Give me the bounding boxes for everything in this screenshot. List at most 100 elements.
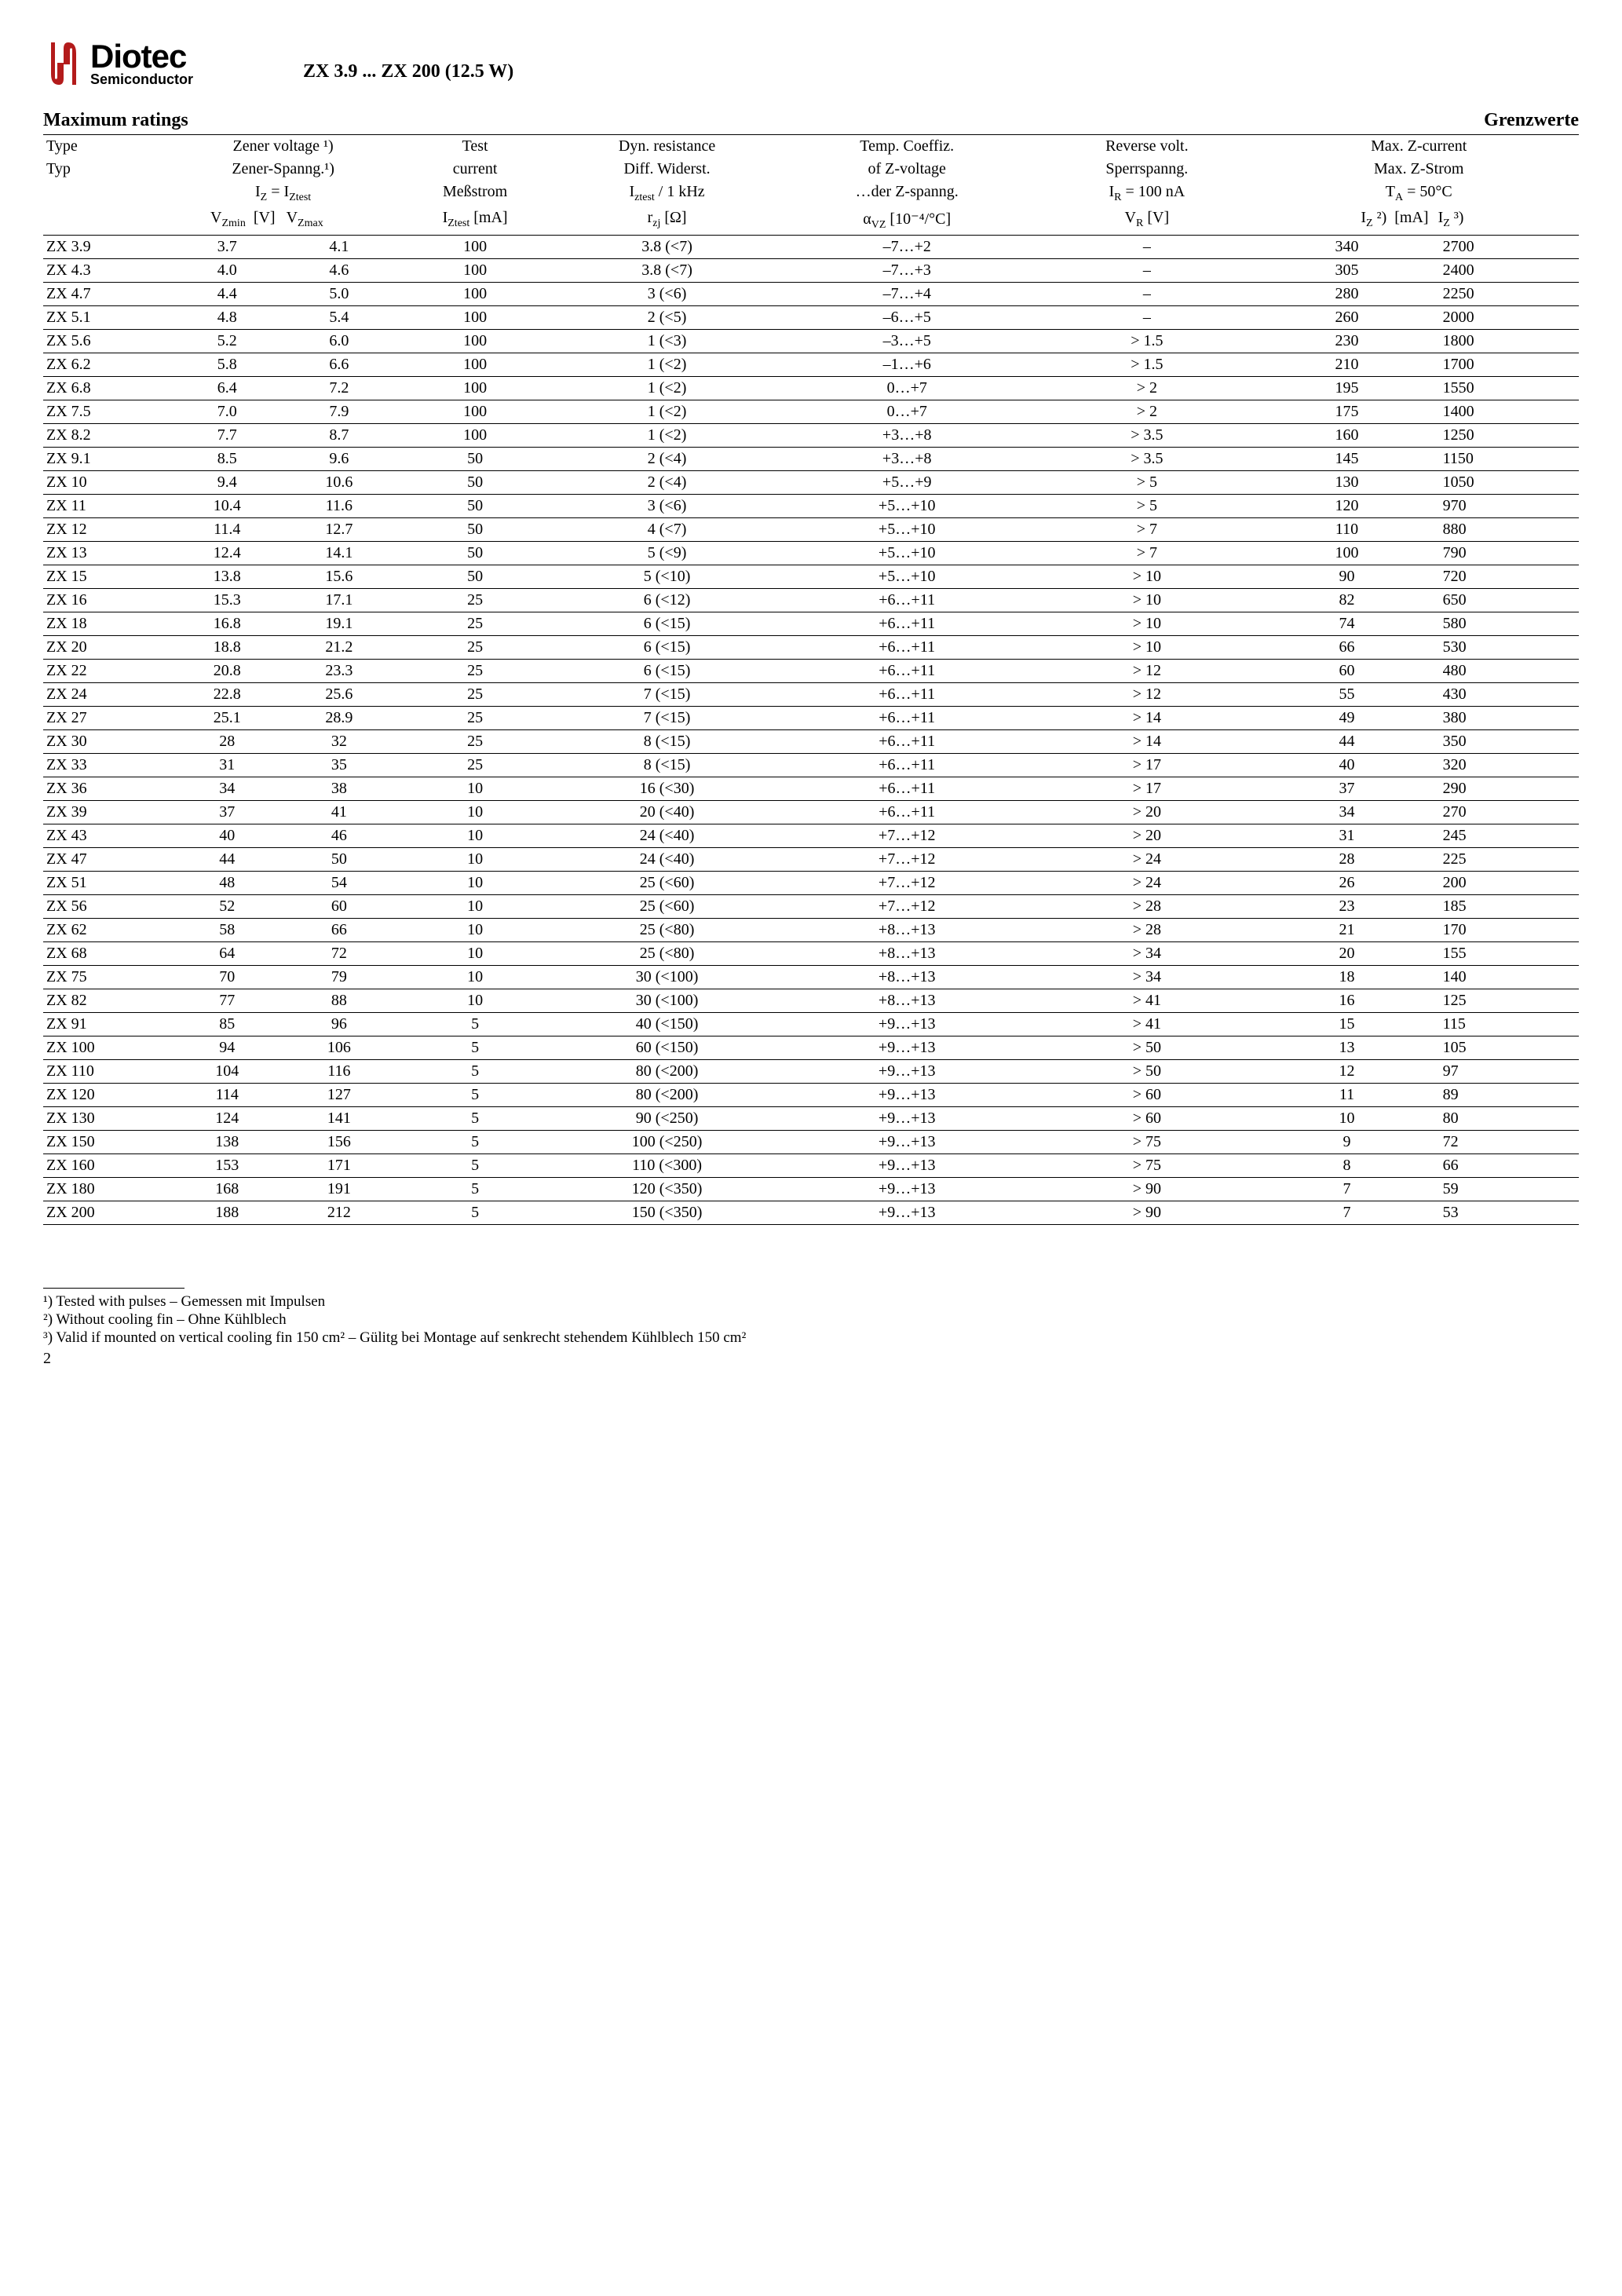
cell-iz3: 380 — [1435, 707, 1579, 730]
table-row: ZX 8.27.78.71001 (<2)+3…+8> 3.51601250 — [43, 424, 1579, 448]
cell-iz2: 11 — [1259, 1084, 1434, 1107]
cell-rev: > 2 — [1035, 377, 1259, 400]
cell-iz3: 1700 — [1435, 353, 1579, 377]
cell-rev: > 28 — [1035, 895, 1259, 919]
cell-dyn: 6 (<15) — [555, 612, 779, 636]
cell-type: ZX 5.6 — [43, 330, 171, 353]
cell-rev: > 5 — [1035, 495, 1259, 518]
hdr-dyn-1: Dyn. resistance — [555, 135, 779, 159]
cell-test: 100 — [395, 236, 555, 259]
table-row: ZX 6864721025 (<80)+8…+13> 3420155 — [43, 942, 1579, 966]
cell-temp: +7…+12 — [779, 895, 1035, 919]
cell-rev: > 17 — [1035, 754, 1259, 777]
table-header: Type Zener voltage ¹) Test Dyn. resistan… — [43, 135, 1579, 236]
cell-vmin: 5.8 — [171, 353, 283, 377]
cell-vmax: 60 — [283, 895, 396, 919]
hdr-vmax: VZmax — [283, 207, 396, 236]
cell-dyn: 25 (<80) — [555, 942, 779, 966]
cell-vmax: 23.3 — [283, 660, 396, 683]
cell-vmin: 5.2 — [171, 330, 283, 353]
cell-vmin: 138 — [171, 1131, 283, 1154]
cell-vmin: 48 — [171, 872, 283, 895]
cell-rev: > 7 — [1035, 542, 1259, 565]
cell-type: ZX 24 — [43, 683, 171, 707]
cell-iz2: 18 — [1259, 966, 1434, 989]
cell-temp: +9…+13 — [779, 1084, 1035, 1107]
cell-vmin: 52 — [171, 895, 283, 919]
cell-iz2: 66 — [1259, 636, 1434, 660]
cell-dyn: 30 (<100) — [555, 966, 779, 989]
cell-iz3: 580 — [1435, 612, 1579, 636]
page-number: 2 — [43, 1350, 1579, 1368]
cell-vmin: 77 — [171, 989, 283, 1013]
cell-vmax: 6.0 — [283, 330, 396, 353]
footnote-rule — [43, 1288, 184, 1289]
cell-iz3: 720 — [1435, 565, 1579, 589]
cell-iz3: 140 — [1435, 966, 1579, 989]
cell-test: 5 — [395, 1036, 555, 1060]
cell-rev: > 3.5 — [1035, 424, 1259, 448]
cell-temp: +6…+11 — [779, 730, 1035, 754]
cell-iz3: 1250 — [1435, 424, 1579, 448]
cell-type: ZX 13 — [43, 542, 171, 565]
cell-dyn: 4 (<7) — [555, 518, 779, 542]
cell-temp: +9…+13 — [779, 1154, 1035, 1178]
cell-test: 100 — [395, 400, 555, 424]
cell-iz3: 1550 — [1435, 377, 1579, 400]
cell-iz2: 55 — [1259, 683, 1434, 707]
footnote-2: ²) Without cooling fin – Ohne Kühlblech — [43, 1311, 797, 1329]
cell-vmax: 4.6 — [283, 259, 396, 283]
hdr-zener-3: IZ = IZtest — [171, 181, 395, 207]
cell-type: ZX 200 — [43, 1201, 171, 1225]
hdr-max-1: Max. Z-current — [1259, 135, 1579, 159]
table-row: ZX 4.74.45.01003 (<6)–7…+4–2802250 — [43, 283, 1579, 306]
cell-iz3: 72 — [1435, 1131, 1579, 1154]
cell-iz2: 7 — [1259, 1201, 1434, 1225]
cell-iz3: 350 — [1435, 730, 1579, 754]
cell-vmin: 13.8 — [171, 565, 283, 589]
cell-test: 5 — [395, 1131, 555, 1154]
cell-vmax: 72 — [283, 942, 396, 966]
cell-rev: > 10 — [1035, 636, 1259, 660]
logo-text: Diotec Semiconductor — [90, 42, 193, 86]
cell-vmax: 21.2 — [283, 636, 396, 660]
hdr-rev-3: IR = 100 nA — [1035, 181, 1259, 207]
cell-type: ZX 68 — [43, 942, 171, 966]
cell-vmin: 9.4 — [171, 471, 283, 495]
table-row: ZX 5.65.26.01001 (<3)–3…+5> 1.52301800 — [43, 330, 1579, 353]
cell-vmax: 41 — [283, 801, 396, 824]
cell-rev: > 50 — [1035, 1036, 1259, 1060]
cell-temp: –6…+5 — [779, 306, 1035, 330]
hdr-temp-1: Temp. Coeffiz. — [779, 135, 1035, 159]
cell-iz3: 185 — [1435, 895, 1579, 919]
cell-dyn: 7 (<15) — [555, 707, 779, 730]
cell-temp: +3…+8 — [779, 448, 1035, 471]
cell-temp: +7…+12 — [779, 848, 1035, 872]
cell-vmax: 79 — [283, 966, 396, 989]
table-body: ZX 3.93.74.11003.8 (<7)–7…+2–3402700ZX 4… — [43, 236, 1579, 1225]
cell-dyn: 2 (<4) — [555, 448, 779, 471]
cell-vmax: 6.6 — [283, 353, 396, 377]
cell-type: ZX 56 — [43, 895, 171, 919]
cell-test: 5 — [395, 1178, 555, 1201]
logo: Diotec Semiconductor — [43, 39, 193, 88]
cell-vmin: 15.3 — [171, 589, 283, 612]
hdr-iz3: IZ ³) — [1435, 207, 1579, 236]
cell-iz3: 290 — [1435, 777, 1579, 801]
cell-rev: – — [1035, 283, 1259, 306]
cell-iz2: 210 — [1259, 353, 1434, 377]
table-row: ZX 1110.411.6503 (<6)+5…+10> 5120970 — [43, 495, 1579, 518]
table-row: ZX 3937411020 (<40)+6…+11> 2034270 — [43, 801, 1579, 824]
cell-test: 25 — [395, 730, 555, 754]
cell-iz2: 74 — [1259, 612, 1434, 636]
table-row: ZX 1801681915120 (<350)+9…+13> 90759 — [43, 1178, 1579, 1201]
table-row: ZX 6.25.86.61001 (<2)–1…+6> 1.52101700 — [43, 353, 1579, 377]
table-row: ZX 120114127580 (<200)+9…+13> 601189 — [43, 1084, 1579, 1107]
cell-vmin: 7.7 — [171, 424, 283, 448]
cell-vmin: 3.7 — [171, 236, 283, 259]
cell-vmin: 6.4 — [171, 377, 283, 400]
cell-iz2: 10 — [1259, 1107, 1434, 1131]
table-row: ZX 3634381016 (<30)+6…+11> 1737290 — [43, 777, 1579, 801]
cell-iz2: 340 — [1259, 236, 1434, 259]
cell-vmax: 4.1 — [283, 236, 396, 259]
